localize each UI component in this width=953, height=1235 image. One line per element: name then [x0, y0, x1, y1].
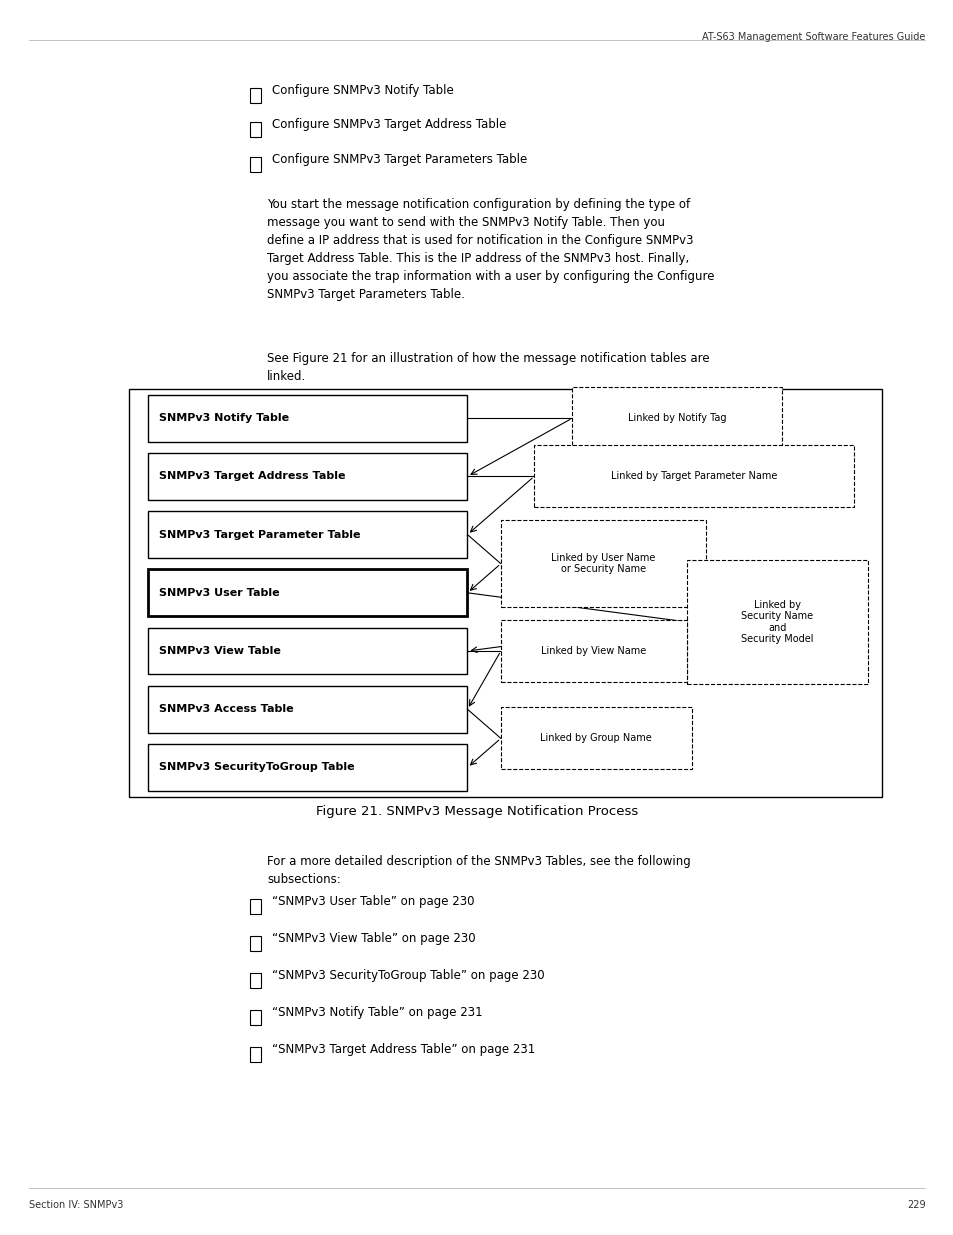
- Text: SNMPv3 SecurityToGroup Table: SNMPv3 SecurityToGroup Table: [159, 762, 355, 772]
- Text: “SNMPv3 SecurityToGroup Table” on page 230: “SNMPv3 SecurityToGroup Table” on page 2…: [272, 969, 544, 982]
- Bar: [500, 520, 705, 606]
- Text: “SNMPv3 User Table” on page 230: “SNMPv3 User Table” on page 230: [272, 895, 474, 908]
- Text: SNMPv3 Target Address Table: SNMPv3 Target Address Table: [159, 472, 345, 482]
- Bar: [500, 620, 686, 682]
- Bar: [500, 708, 691, 769]
- FancyBboxPatch shape: [250, 899, 261, 914]
- Text: SNMPv3 Access Table: SNMPv3 Access Table: [159, 704, 294, 714]
- Text: Configure SNMPv3 Notify Table: Configure SNMPv3 Notify Table: [272, 84, 454, 96]
- Text: Linked by Target Parameter Name: Linked by Target Parameter Name: [610, 472, 777, 482]
- Bar: [148, 743, 467, 790]
- Text: SNMPv3 View Table: SNMPv3 View Table: [159, 646, 281, 656]
- Text: Linked by User Name
or Security Name: Linked by User Name or Security Name: [551, 553, 655, 574]
- Bar: [148, 511, 467, 558]
- FancyBboxPatch shape: [250, 88, 261, 103]
- Text: SNMPv3 User Table: SNMPv3 User Table: [159, 588, 279, 598]
- Text: You start the message notification configuration by defining the type of
message: You start the message notification confi…: [267, 198, 714, 300]
- FancyBboxPatch shape: [250, 157, 261, 172]
- Bar: [148, 569, 467, 616]
- Text: Linked by View Name: Linked by View Name: [540, 646, 646, 656]
- FancyBboxPatch shape: [250, 122, 261, 137]
- Text: Linked by Notify Tag: Linked by Notify Tag: [627, 414, 726, 424]
- Text: Configure SNMPv3 Target Parameters Table: Configure SNMPv3 Target Parameters Table: [272, 153, 527, 165]
- Text: SNMPv3 Target Parameter Table: SNMPv3 Target Parameter Table: [159, 530, 360, 540]
- FancyBboxPatch shape: [250, 936, 261, 951]
- Bar: [129, 389, 882, 797]
- Text: “SNMPv3 Notify Table” on page 231: “SNMPv3 Notify Table” on page 231: [272, 1007, 482, 1019]
- FancyBboxPatch shape: [250, 1047, 261, 1062]
- Text: SNMPv3 Notify Table: SNMPv3 Notify Table: [159, 414, 289, 424]
- FancyBboxPatch shape: [250, 1010, 261, 1025]
- Bar: [148, 453, 467, 500]
- Text: For a more detailed description of the SNMPv3 Tables, see the following
subsecti: For a more detailed description of the S…: [267, 855, 690, 885]
- Bar: [148, 627, 467, 674]
- Text: Configure SNMPv3 Target Address Table: Configure SNMPv3 Target Address Table: [272, 119, 506, 131]
- Text: “SNMPv3 Target Address Table” on page 231: “SNMPv3 Target Address Table” on page 23…: [272, 1044, 535, 1056]
- Bar: [148, 395, 467, 442]
- Text: See Figure 21 for an illustration of how the message notification tables are
lin: See Figure 21 for an illustration of how…: [267, 352, 709, 383]
- Bar: [572, 388, 781, 450]
- Text: Linked by Group Name: Linked by Group Name: [539, 734, 652, 743]
- Text: “SNMPv3 View Table” on page 230: “SNMPv3 View Table” on page 230: [272, 932, 475, 945]
- Bar: [534, 446, 853, 508]
- Text: AT-S63 Management Software Features Guide: AT-S63 Management Software Features Guid…: [701, 32, 924, 42]
- Bar: [686, 561, 867, 684]
- Text: Section IV: SNMPv3: Section IV: SNMPv3: [29, 1200, 123, 1210]
- Text: Figure 21. SNMPv3 Message Notification Process: Figure 21. SNMPv3 Message Notification P…: [315, 805, 638, 819]
- Text: Linked by
Security Name
and
Security Model: Linked by Security Name and Security Mod…: [740, 599, 813, 645]
- FancyBboxPatch shape: [250, 973, 261, 988]
- Text: 229: 229: [905, 1200, 924, 1210]
- Bar: [148, 685, 467, 732]
